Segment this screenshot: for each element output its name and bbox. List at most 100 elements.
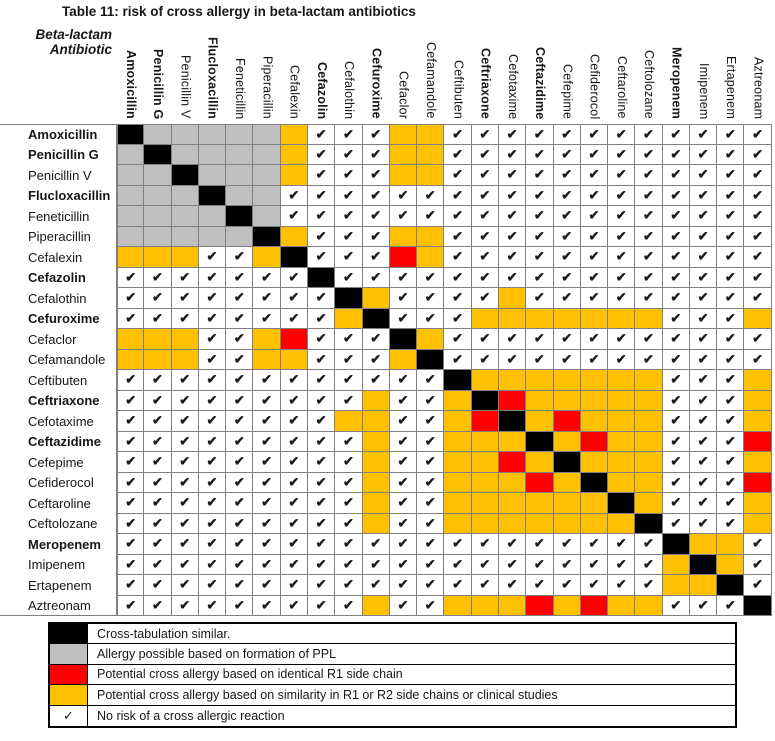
check-icon: ✔ bbox=[315, 351, 327, 367]
check-icon: ✔ bbox=[506, 576, 518, 592]
matrix-cell: ✔ bbox=[389, 534, 418, 555]
check-icon: ✔ bbox=[561, 330, 573, 346]
matrix-cell bbox=[362, 308, 390, 329]
row-label: Flucloxacillin bbox=[0, 185, 117, 206]
check-icon: ✔ bbox=[424, 187, 436, 203]
check-icon: ✔ bbox=[206, 474, 218, 490]
check-icon: ✔ bbox=[561, 187, 573, 203]
matrix-cell bbox=[498, 452, 527, 473]
matrix-cell: ✔ bbox=[335, 493, 363, 514]
check-icon: ✔ bbox=[724, 515, 736, 531]
check-icon: ✔ bbox=[533, 289, 545, 305]
check-icon: ✔ bbox=[588, 289, 600, 305]
check-icon: ✔ bbox=[397, 535, 409, 551]
matrix-cell: ✔ bbox=[280, 411, 308, 432]
matrix-cell: ✔ bbox=[580, 288, 609, 309]
matrix-cell bbox=[144, 226, 172, 247]
column-header: Piperacillin bbox=[260, 56, 275, 119]
matrix-cell bbox=[117, 185, 145, 206]
matrix-cell bbox=[117, 329, 145, 350]
check-icon: ✔ bbox=[397, 310, 409, 326]
check-icon: ✔ bbox=[670, 207, 682, 223]
check-icon: ✔ bbox=[288, 207, 300, 223]
check-icon: ✔ bbox=[424, 412, 436, 428]
check-icon: ✔ bbox=[424, 597, 436, 613]
check-icon: ✔ bbox=[288, 371, 300, 387]
check-icon: ✔ bbox=[206, 248, 218, 264]
check-icon: ✔ bbox=[452, 166, 463, 182]
matrix-cell: ✔ bbox=[253, 575, 281, 596]
check-icon: ✔ bbox=[397, 576, 409, 592]
matrix-cell: ✔ bbox=[635, 165, 663, 186]
matrix-cell: ✔ bbox=[553, 288, 581, 309]
check-icon: ✔ bbox=[151, 310, 163, 326]
matrix-cell bbox=[198, 144, 227, 165]
column-header: Cefiderocol bbox=[587, 53, 602, 119]
matrix-cell bbox=[580, 595, 609, 616]
check-icon: ✔ bbox=[588, 535, 600, 551]
check-icon: ✔ bbox=[588, 248, 600, 264]
matrix-cell: ✔ bbox=[144, 370, 172, 391]
matrix-cell: ✔ bbox=[389, 472, 418, 493]
legend-row: ✓ No risk of a cross allergic reaction bbox=[50, 705, 735, 726]
matrix-cell: ✔ bbox=[198, 288, 227, 309]
matrix-cell: ✔ bbox=[471, 185, 499, 206]
matrix-cell bbox=[389, 165, 418, 186]
check-icon: ✔ bbox=[561, 228, 573, 244]
check-icon: ✔ bbox=[206, 392, 218, 408]
matrix-cell bbox=[689, 554, 718, 575]
matrix-cell: ✔ bbox=[689, 411, 718, 432]
check-icon: ✔ bbox=[670, 289, 682, 305]
matrix-cell bbox=[335, 288, 363, 309]
matrix-cell: ✔ bbox=[608, 144, 636, 165]
matrix-cell bbox=[444, 493, 472, 514]
check-icon: ✔ bbox=[370, 126, 382, 142]
check-icon: ✔ bbox=[752, 146, 764, 162]
matrix-cell: ✔ bbox=[580, 165, 609, 186]
matrix-cell: ✔ bbox=[498, 329, 527, 350]
check-icon: ✔ bbox=[724, 146, 736, 162]
check-icon: ✔ bbox=[288, 187, 300, 203]
matrix-cell: ✔ bbox=[389, 431, 418, 452]
check-icon: ✔ bbox=[670, 597, 682, 613]
check-icon: ✔ bbox=[179, 515, 191, 531]
column-header-cell: Imipenem bbox=[690, 25, 717, 124]
column-header-cell: Meropenem bbox=[663, 25, 690, 124]
check-icon: ✔ bbox=[125, 433, 137, 449]
matrix-cell bbox=[553, 308, 581, 329]
check-icon: ✔ bbox=[561, 207, 573, 223]
matrix-cell: ✔ bbox=[717, 329, 745, 350]
check-icon: ✔ bbox=[424, 433, 436, 449]
matrix-cell: ✔ bbox=[144, 595, 172, 616]
matrix-cell: ✔ bbox=[608, 124, 636, 145]
check-icon: ✔ bbox=[479, 146, 491, 162]
matrix-cell: ✔ bbox=[307, 390, 336, 411]
check-icon: ✔ bbox=[424, 289, 436, 305]
check-icon: ✔ bbox=[424, 453, 436, 469]
column-header: Cefotaxime bbox=[505, 53, 520, 119]
check-icon: ✔ bbox=[615, 535, 627, 551]
matrix-cell: ✔ bbox=[635, 288, 663, 309]
matrix-cell: ✔ bbox=[498, 144, 527, 165]
check-icon: ✔ bbox=[670, 392, 682, 408]
matrix-cell: ✔ bbox=[717, 513, 745, 534]
check-icon: ✔ bbox=[179, 310, 191, 326]
check-icon: ✔ bbox=[206, 330, 218, 346]
matrix-cell: ✔ bbox=[117, 411, 145, 432]
check-icon: ✔ bbox=[151, 289, 163, 305]
matrix-cell: ✔ bbox=[580, 124, 609, 145]
matrix-cell: ✔ bbox=[444, 288, 472, 309]
matrix-cell: ✔ bbox=[635, 267, 663, 288]
matrix-cell: ✔ bbox=[362, 124, 390, 145]
check-icon: ✔ bbox=[724, 597, 736, 613]
check-icon: ✔ bbox=[452, 576, 463, 592]
check-icon: ✔ bbox=[315, 228, 327, 244]
matrix-cell: ✔ bbox=[744, 554, 772, 575]
matrix-cell: ✔ bbox=[307, 370, 336, 391]
matrix-cell: ✔ bbox=[226, 349, 254, 370]
matrix-cell bbox=[580, 452, 609, 473]
matrix-cell: ✔ bbox=[226, 308, 254, 329]
check-icon: ✔ bbox=[615, 248, 627, 264]
check-icon: ✔ bbox=[697, 310, 709, 326]
matrix-cell: ✔ bbox=[635, 554, 663, 575]
